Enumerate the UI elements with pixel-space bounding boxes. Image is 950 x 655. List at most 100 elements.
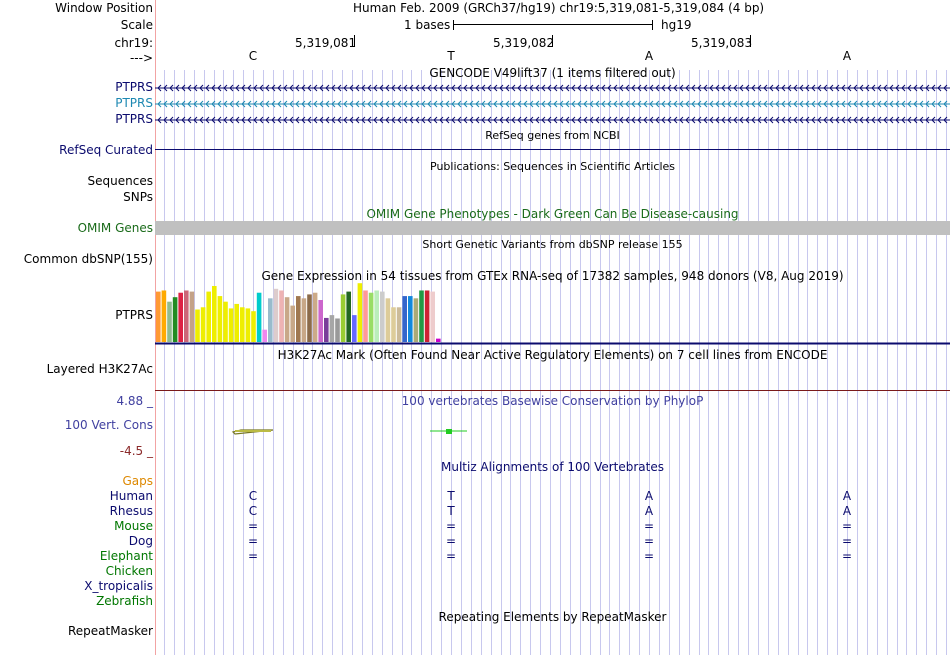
multiz-base: = [446,519,457,533]
omim-label[interactable]: OMIM Genes [77,221,153,235]
refseq-track-title[interactable]: RefSeq genes from NCBI [485,129,620,142]
strand-chevron [511,100,516,108]
strand-chevron [217,116,222,124]
strand-chevron [859,116,864,124]
strand-chevron [289,84,294,92]
strand-chevron [931,100,936,108]
h3k27ac-track-title[interactable]: H3K27Ac Mark (Often Found Near Active Re… [277,348,828,362]
multiz-species-label[interactable]: Zebrafish [96,594,153,608]
base-letter[interactable]: T [447,49,455,63]
strand-chevron [181,100,186,108]
gtex-tissue-bar [374,290,379,342]
strand-chevron [331,100,336,108]
strand-chevron [541,100,546,108]
strand-chevron [817,84,822,92]
multiz-species-label[interactable]: Elephant [99,549,153,563]
multiz-species-label[interactable]: Mouse [114,519,153,533]
omim-track-title[interactable]: OMIM Gene Phenotypes - Dark Green Can Be… [366,207,739,221]
gtex-tissue-bar [357,283,363,342]
strand-chevron [457,84,462,92]
strand-chevron [235,100,240,108]
strand-chevron [799,100,804,108]
strand-chevron [403,84,408,92]
strand-chevron [901,100,906,108]
strand-chevron [577,116,582,124]
phylop-track-title[interactable]: 100 vertebrates Basewise Conservation by… [401,394,704,408]
scale-label: Scale [120,18,153,32]
refseq-label[interactable]: RefSeq Curated [59,143,153,157]
gtex-label[interactable]: PTPRS [115,308,153,322]
gtex-expression-chart[interactable] [155,283,950,345]
multiz-species-label[interactable]: X_tropicalis [84,579,153,593]
strand-chevron [211,116,216,124]
h3k27ac-label[interactable]: Layered H3K27Ac [46,362,153,376]
gencode-gene-models[interactable] [155,80,950,128]
base-letter[interactable]: A [644,49,654,63]
base-letter[interactable]: A [842,49,852,63]
repeatmasker-label[interactable]: RepeatMasker [67,624,153,638]
multiz-species-label[interactable]: Rhesus [109,504,153,518]
multiz-base: = [446,534,457,548]
strand-chevron [919,116,924,124]
strand-chevron [493,84,498,92]
gencode-row-label[interactable]: PTPRS [115,112,153,126]
strand-chevron [373,116,378,124]
multiz-base: A [842,504,852,518]
strand-chevron [295,116,300,124]
gtex-tissue-bar [318,300,323,342]
gtex-tissue-bar [380,291,385,342]
strand-chevron [349,100,354,108]
strand-chevron [295,84,300,92]
multiz-base: = [644,519,655,533]
strand-chevron [883,84,888,92]
strand-chevron [361,100,366,108]
dbsnp-label[interactable]: Common dbSNP(155) [23,252,153,266]
repeatmasker-track-title[interactable]: Repeating Elements by RepeatMasker [438,610,667,624]
strand-chevron [157,116,162,124]
publications-label[interactable]: Sequences [87,174,153,188]
multiz-species-label[interactable]: Chicken [105,564,153,578]
strand-chevron [853,84,858,92]
phylop-label[interactable]: 100 Vert. Cons [64,418,153,432]
strand-chevron [721,84,726,92]
strand-chevron [493,100,498,108]
strand-chevron [523,100,528,108]
strand-chevron [451,100,456,108]
multiz-base: = [842,519,853,533]
strand-chevron [439,100,444,108]
strand-chevron [691,100,696,108]
strand-chevron [463,84,468,92]
base-letter[interactable]: C [248,49,258,63]
strand-chevron [745,84,750,92]
strand-chevron [829,116,834,124]
dbsnp-track-title[interactable]: Short Genetic Variants from dbSNP releas… [422,238,683,251]
multiz-species-label[interactable]: Dog [128,534,153,548]
refseq-gene-line[interactable] [155,149,950,150]
strand-chevron [799,116,804,124]
strand-chevron [337,100,342,108]
gencode-track-title[interactable]: GENCODE V49lift37 (1 items filtered out) [429,66,676,80]
window-position-value: Human Feb. 2009 (GRCh37/hg19) chr19:5,31… [353,1,765,15]
multiz-species-label[interactable]: Gaps [122,474,153,488]
multiz-track-title[interactable]: Multiz Alignments of 100 Vertebrates [440,460,665,474]
phylop-wiggle[interactable] [155,420,950,444]
strand-chevron [193,100,198,108]
strand-chevron [787,84,792,92]
strand-chevron [691,116,696,124]
strand-chevron [739,100,744,108]
strand-chevron [529,116,534,124]
gtex-track-title[interactable]: Gene Expression in 54 tissues from GTEx … [261,269,844,283]
multiz-species-label[interactable]: Human [109,489,153,503]
publications-snp-label[interactable]: SNPs [123,190,153,204]
strand-chevron [751,100,756,108]
strand-chevron [709,84,714,92]
strand-chevron [625,84,630,92]
strand-chevron [481,116,486,124]
strand-chevron [493,116,498,124]
strand-chevron [769,116,774,124]
gencode-row-label[interactable]: PTPRS [115,96,153,110]
gencode-row-label[interactable]: PTPRS [115,80,153,94]
publications-track-title[interactable]: Publications: Sequences in Scientific Ar… [430,160,675,173]
omim-feature-bar[interactable] [155,221,950,235]
strand-chevron [175,116,180,124]
